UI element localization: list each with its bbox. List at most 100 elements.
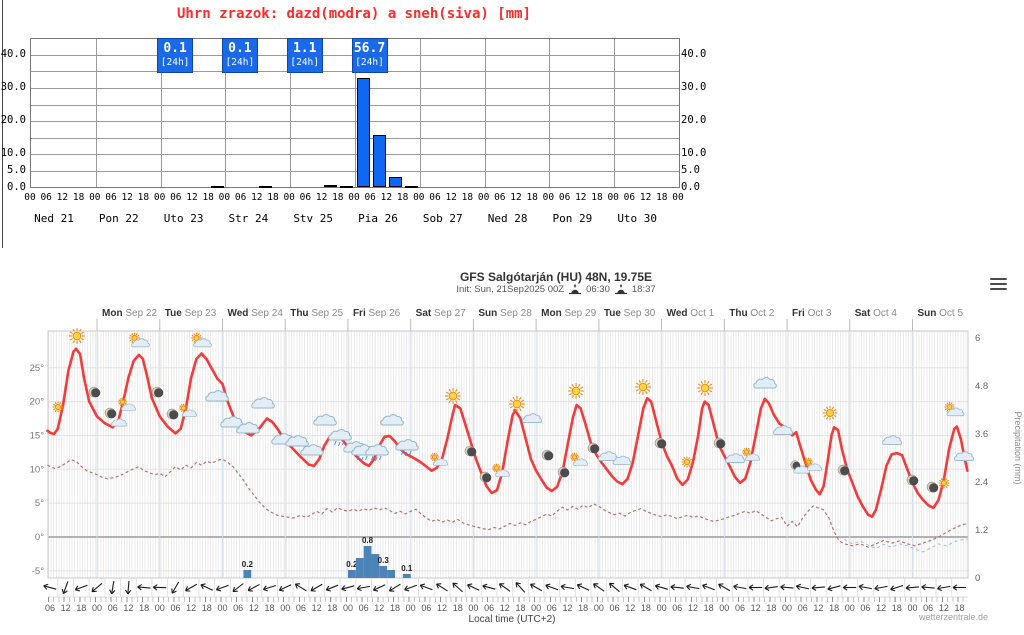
wind-arrow (109, 581, 116, 595)
sun-ray (697, 383, 701, 386)
daily-sum-box: 0.1 [24h] (157, 38, 194, 73)
sun-ray (946, 409, 949, 412)
wind-arrow-head (874, 588, 880, 592)
sun-core (431, 454, 438, 460)
wind-arrow-shaft (560, 585, 574, 590)
sun-core (180, 405, 187, 411)
wind-arrow (560, 583, 574, 591)
x-hour-label: 06 (672, 603, 682, 613)
x-hour-label: 06 (359, 603, 369, 613)
grid-line-day (614, 39, 616, 187)
wind-arrow-head (530, 584, 534, 589)
y-axis-label: 10.0 (681, 147, 707, 160)
x-hour-label: 18 (829, 603, 839, 613)
wind-arrow-shaft (905, 586, 920, 589)
cloud-part (745, 453, 761, 461)
wind-arrow-head (310, 586, 314, 591)
x-hour-label: 12 (751, 603, 761, 613)
cloud-part (573, 458, 589, 466)
wind-arrow-head (247, 586, 251, 591)
wind-arrow-head (233, 590, 238, 593)
x-hour-label: 18 (265, 603, 275, 613)
wind-arrow-head (733, 585, 738, 591)
moon-icon (541, 449, 554, 461)
wind-arrow (937, 584, 951, 592)
x-day-label: Str 24 (228, 212, 269, 225)
wind-arrow-head (780, 586, 785, 591)
wind-arrow-shaft (796, 585, 810, 590)
x-hour-label: 18 (515, 603, 525, 613)
rain-streak (365, 455, 368, 461)
x-hour-label: 18 (591, 192, 603, 203)
precip-bar-label: 0.2 (242, 560, 254, 569)
sun-ray (645, 379, 648, 383)
sun-ray (137, 334, 140, 337)
daily-sum-unit: [24h] (160, 57, 190, 68)
wind-arrow-shaft (341, 585, 355, 590)
wind-arrow-shaft (247, 583, 260, 592)
sun-icon (681, 456, 693, 468)
temp-axis-label: -5° (32, 566, 44, 577)
wind-arrow-head (515, 582, 518, 588)
wind-arrow (670, 584, 684, 591)
precip-bar (379, 566, 388, 578)
sun-ray (823, 408, 827, 412)
sun-ray (119, 404, 122, 406)
sun-ray (804, 462, 807, 465)
precip-bar (340, 186, 354, 189)
sun-ray (498, 468, 501, 471)
wind-arrow-head (639, 584, 643, 589)
wind-arrow (858, 583, 872, 591)
menu-icon[interactable] (990, 278, 1007, 291)
cloud-part (495, 469, 511, 477)
wind-arrow-head (482, 585, 487, 590)
wind-arrow-head (593, 583, 596, 589)
precip-bar (210, 185, 224, 188)
cloud-shape (380, 414, 404, 426)
daily-sum-value: 0.1 (228, 41, 252, 56)
wind-arrow-shaft (858, 585, 872, 590)
x-hour-label: 18 (656, 192, 668, 203)
x-hour-label: 06 (860, 603, 870, 613)
wind-arrow-head (43, 585, 48, 590)
wind-arrow-head (655, 583, 661, 587)
sun-ray (707, 380, 710, 384)
wind-arrow-head (278, 585, 283, 591)
sun-core (448, 391, 458, 401)
wind-arrow-shaft (609, 582, 620, 593)
moon-icon (557, 466, 570, 478)
wind-arrow-head (341, 585, 346, 590)
sun-ray (53, 408, 56, 411)
wind-arrow-shaft (263, 584, 276, 591)
cloud-shape (612, 455, 632, 465)
sun-icon (52, 401, 64, 413)
x-hour-label: 06 (170, 603, 180, 613)
x-day-label: Sun Oct 5 (917, 308, 963, 319)
wind-arrow (43, 583, 57, 590)
cloud-shape (285, 435, 309, 447)
wind-arrow-shaft (452, 582, 463, 593)
x-hour-label: 18 (76, 603, 86, 613)
sun-ray (131, 340, 134, 343)
wind-arrow-head (560, 583, 566, 587)
grid-line-day (225, 39, 227, 187)
sun-ray (682, 463, 685, 466)
wind-arrow-shaft (111, 581, 115, 594)
sun-ray (939, 479, 942, 482)
hour-tick-strip (48, 597, 968, 602)
wind-arrow-head (452, 583, 455, 588)
precip-axis-label: 2.4 (975, 477, 988, 488)
sun-ray (512, 396, 515, 400)
wind-arrow-shaft (874, 585, 888, 590)
sun-cloud-icon (191, 332, 212, 348)
grid-line-day (419, 39, 421, 187)
sun-ray (568, 393, 572, 396)
sun-ray (123, 398, 126, 400)
cloud-icon (380, 414, 404, 426)
wind-arrow-shaft (593, 583, 605, 592)
wind-arrow (294, 583, 307, 592)
sun-ray (809, 458, 812, 460)
x-hour-label: 00 (218, 192, 231, 203)
cloud-shape (365, 444, 389, 456)
